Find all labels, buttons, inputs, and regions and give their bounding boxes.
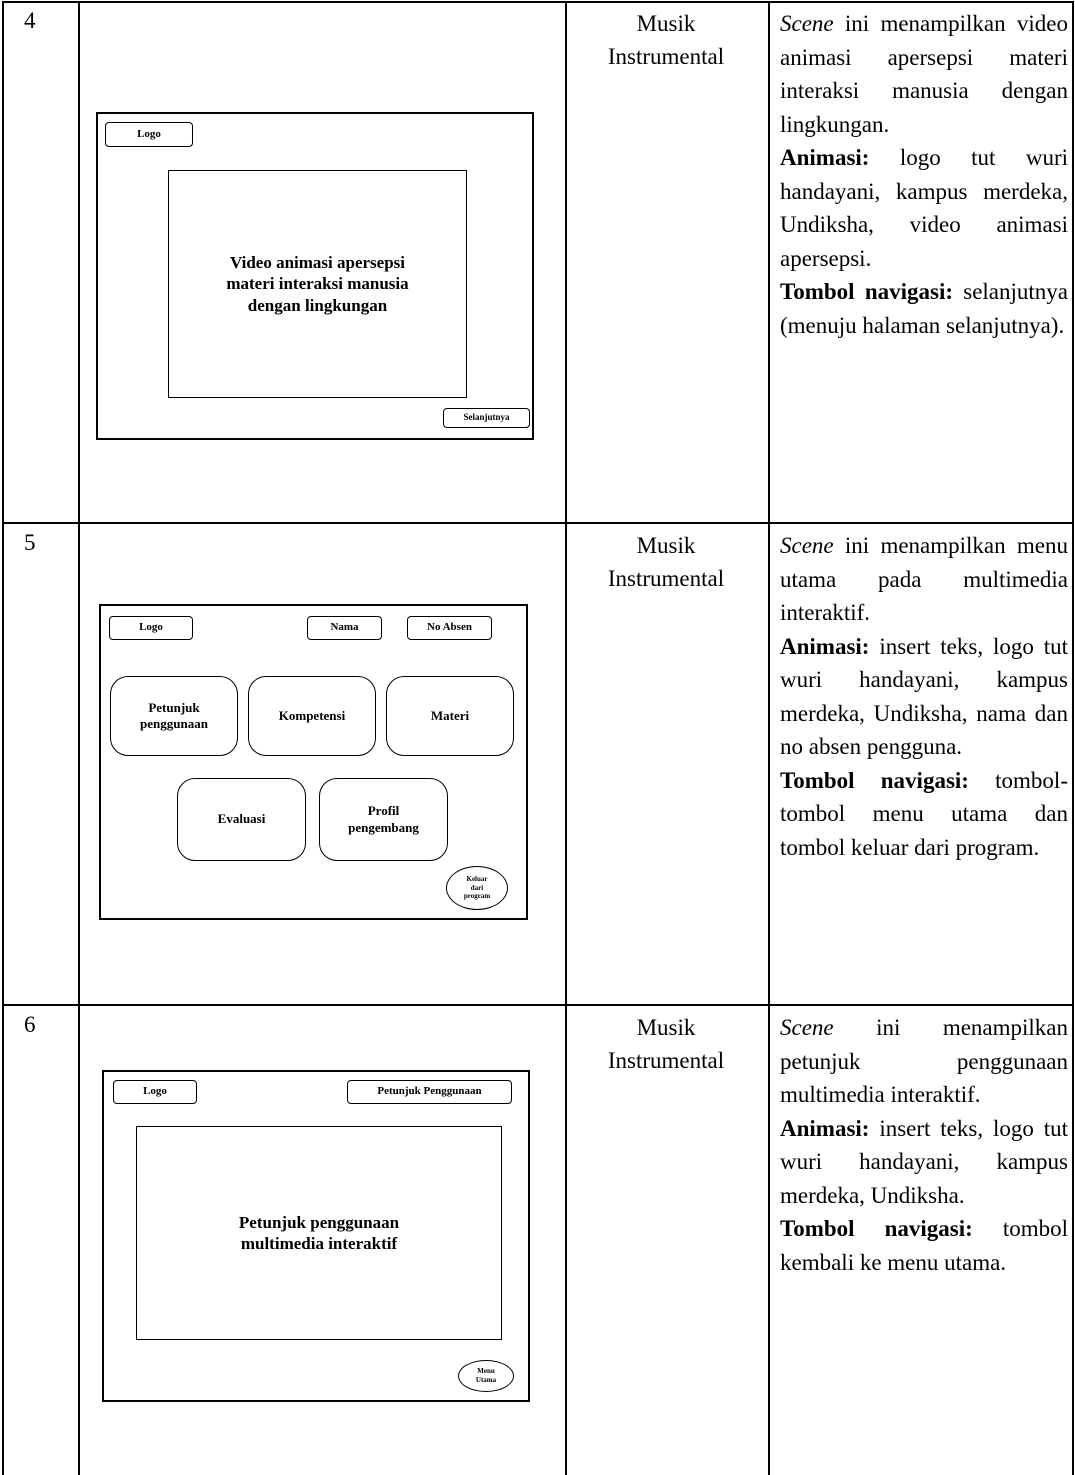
description-intro: Scene ini menampilkan menu utama pada mu… xyxy=(780,529,1068,630)
animation-label: Animasi: xyxy=(780,1115,870,1141)
storyboard-element: Profil pengembang xyxy=(319,778,448,861)
scene-term: Scene xyxy=(780,533,834,558)
label-line: Utama xyxy=(475,1376,497,1384)
storyboard-element: Nama xyxy=(307,616,382,640)
intro-text: ini menampilkan video animasi apersepsi … xyxy=(780,11,1068,137)
storyboard-element: Petunjuk Penggunaan xyxy=(347,1080,512,1104)
label-line: Petunjuk xyxy=(148,699,200,715)
label: Materi xyxy=(430,707,470,723)
storyboard-element: Selanjutnya xyxy=(443,408,530,428)
animation-text: Animasi: insert teks, logo tut wuri hand… xyxy=(780,630,1068,764)
description: Scene ini menampilkan menu utama pada mu… xyxy=(780,529,1068,864)
table-border xyxy=(768,1,770,1475)
storyboard-element: Logo xyxy=(109,616,193,640)
storyboard-element: Petunjuk penggunaan multimedia interaktif xyxy=(136,1126,502,1340)
navigation-value: tombol kembali ke menu utama. xyxy=(780,1216,1068,1275)
table-border xyxy=(2,1004,1074,1006)
audio: Musik Instrumental xyxy=(607,1015,725,1073)
animation-label: Animasi: xyxy=(780,145,870,170)
storyboard-frame xyxy=(102,1070,530,1402)
animation-value: logo tut wuri handayani, kampus merdeka,… xyxy=(780,145,1068,271)
audio: Musik Instrumental xyxy=(607,11,725,69)
scene-term: Scene xyxy=(780,11,834,36)
label: Petunjuk Penggunaan xyxy=(377,1085,482,1098)
label-line: dari xyxy=(470,883,484,892)
storyboard-element: Menu Utama xyxy=(458,1360,514,1392)
label: Logo xyxy=(139,621,163,634)
row-number: 4 xyxy=(24,8,36,33)
label: Selanjutnya xyxy=(463,412,510,423)
description: Scene ini menampilkan petunjuk penggunaa… xyxy=(780,1011,1068,1279)
navigation-text: Tombol navigasi: tombol kembali ke menu … xyxy=(780,1212,1068,1279)
intro-text: ini menampilkan menu utama pada multimed… xyxy=(780,533,1068,625)
table-border xyxy=(2,1,4,1475)
row-number: 5 xyxy=(24,530,36,555)
row-number: 6 xyxy=(24,1012,36,1037)
label-line: program xyxy=(463,892,491,901)
animation-text: Animasi: logo tut wuri handayani, kampus… xyxy=(780,141,1068,275)
label-line: Petunjuk penggunaan xyxy=(238,1212,400,1232)
description: Scene ini menampilkan video animasi aper… xyxy=(780,7,1068,342)
table-border xyxy=(565,1,567,1475)
label-line: Keluar xyxy=(466,874,488,883)
label-line: Menu xyxy=(477,1367,495,1376)
label: Evaluasi xyxy=(217,811,266,827)
animation-text: Animasi: insert teks, logo tut wuri hand… xyxy=(780,1112,1068,1213)
intro-text: ini menampilkan petunjuk penggunaan mult… xyxy=(780,1015,1069,1107)
storyboard-frame xyxy=(99,604,528,920)
label-line: materi interaksi manusia xyxy=(226,274,409,294)
storyboard-frame xyxy=(96,112,534,440)
navigation-text: Tombol navigasi: selanjutnya (menuju hal… xyxy=(780,275,1068,342)
scene-term: Scene xyxy=(780,1015,834,1040)
navigation-label: Tombol navigasi: xyxy=(780,279,953,304)
label-line: Profil xyxy=(367,803,400,819)
navigation-label: Tombol navigasi: xyxy=(780,1216,973,1241)
navigation-value: tombol-tombol menu utama dan tombol kelu… xyxy=(780,767,1068,860)
animation-value: insert teks, logo tut wuri handayani, ka… xyxy=(780,1115,1068,1208)
storyboard-element: Keluar dari program xyxy=(446,866,508,910)
storyboard-element: Logo xyxy=(113,1080,197,1104)
animation-label: Animasi: xyxy=(780,633,870,659)
table-border xyxy=(1072,1,1074,1475)
storyboard-element: Kompetensi xyxy=(248,676,376,756)
storyboard-element: Materi xyxy=(386,676,514,756)
description-intro: Scene ini menampilkan petunjuk penggunaa… xyxy=(780,1011,1068,1112)
table-border xyxy=(2,1,1074,3)
navigation-text: Tombol navigasi: tombol-tombol menu utam… xyxy=(780,764,1068,865)
storyboard-element: Evaluasi xyxy=(177,778,306,861)
label-line: pengembang xyxy=(348,819,419,835)
table-border xyxy=(78,1,80,1475)
storyboard-element: No Absen xyxy=(407,616,492,640)
label-line: penggunaan xyxy=(140,716,208,731)
label-line: multimedia interaktif xyxy=(240,1234,398,1253)
label-line: Video animasi apersepsi xyxy=(229,253,406,273)
label: Logo xyxy=(143,1085,167,1098)
description-intro: Scene ini menampilkan video animasi aper… xyxy=(780,7,1068,141)
navigation-label: Tombol navigasi: xyxy=(780,767,969,793)
label: Logo xyxy=(137,127,161,140)
label: Kompetensi xyxy=(278,707,346,723)
storyboard-element: Logo xyxy=(105,122,193,147)
animation-value: insert teks, logo tut wuri handayani, ka… xyxy=(780,633,1068,760)
storyboard-element: Petunjuk penggunaan xyxy=(110,676,238,756)
label: No Absen xyxy=(427,621,472,634)
navigation-value: selanjutnya (menuju halaman selanjutnya)… xyxy=(780,279,1068,338)
label: Nama xyxy=(330,621,359,634)
storyboard-element: Video animasi apersepsi materi interaksi … xyxy=(168,170,467,398)
table-border xyxy=(2,522,1074,524)
label-line: dengan lingkungan xyxy=(247,295,388,315)
audio: Musik Instrumental xyxy=(607,533,725,591)
